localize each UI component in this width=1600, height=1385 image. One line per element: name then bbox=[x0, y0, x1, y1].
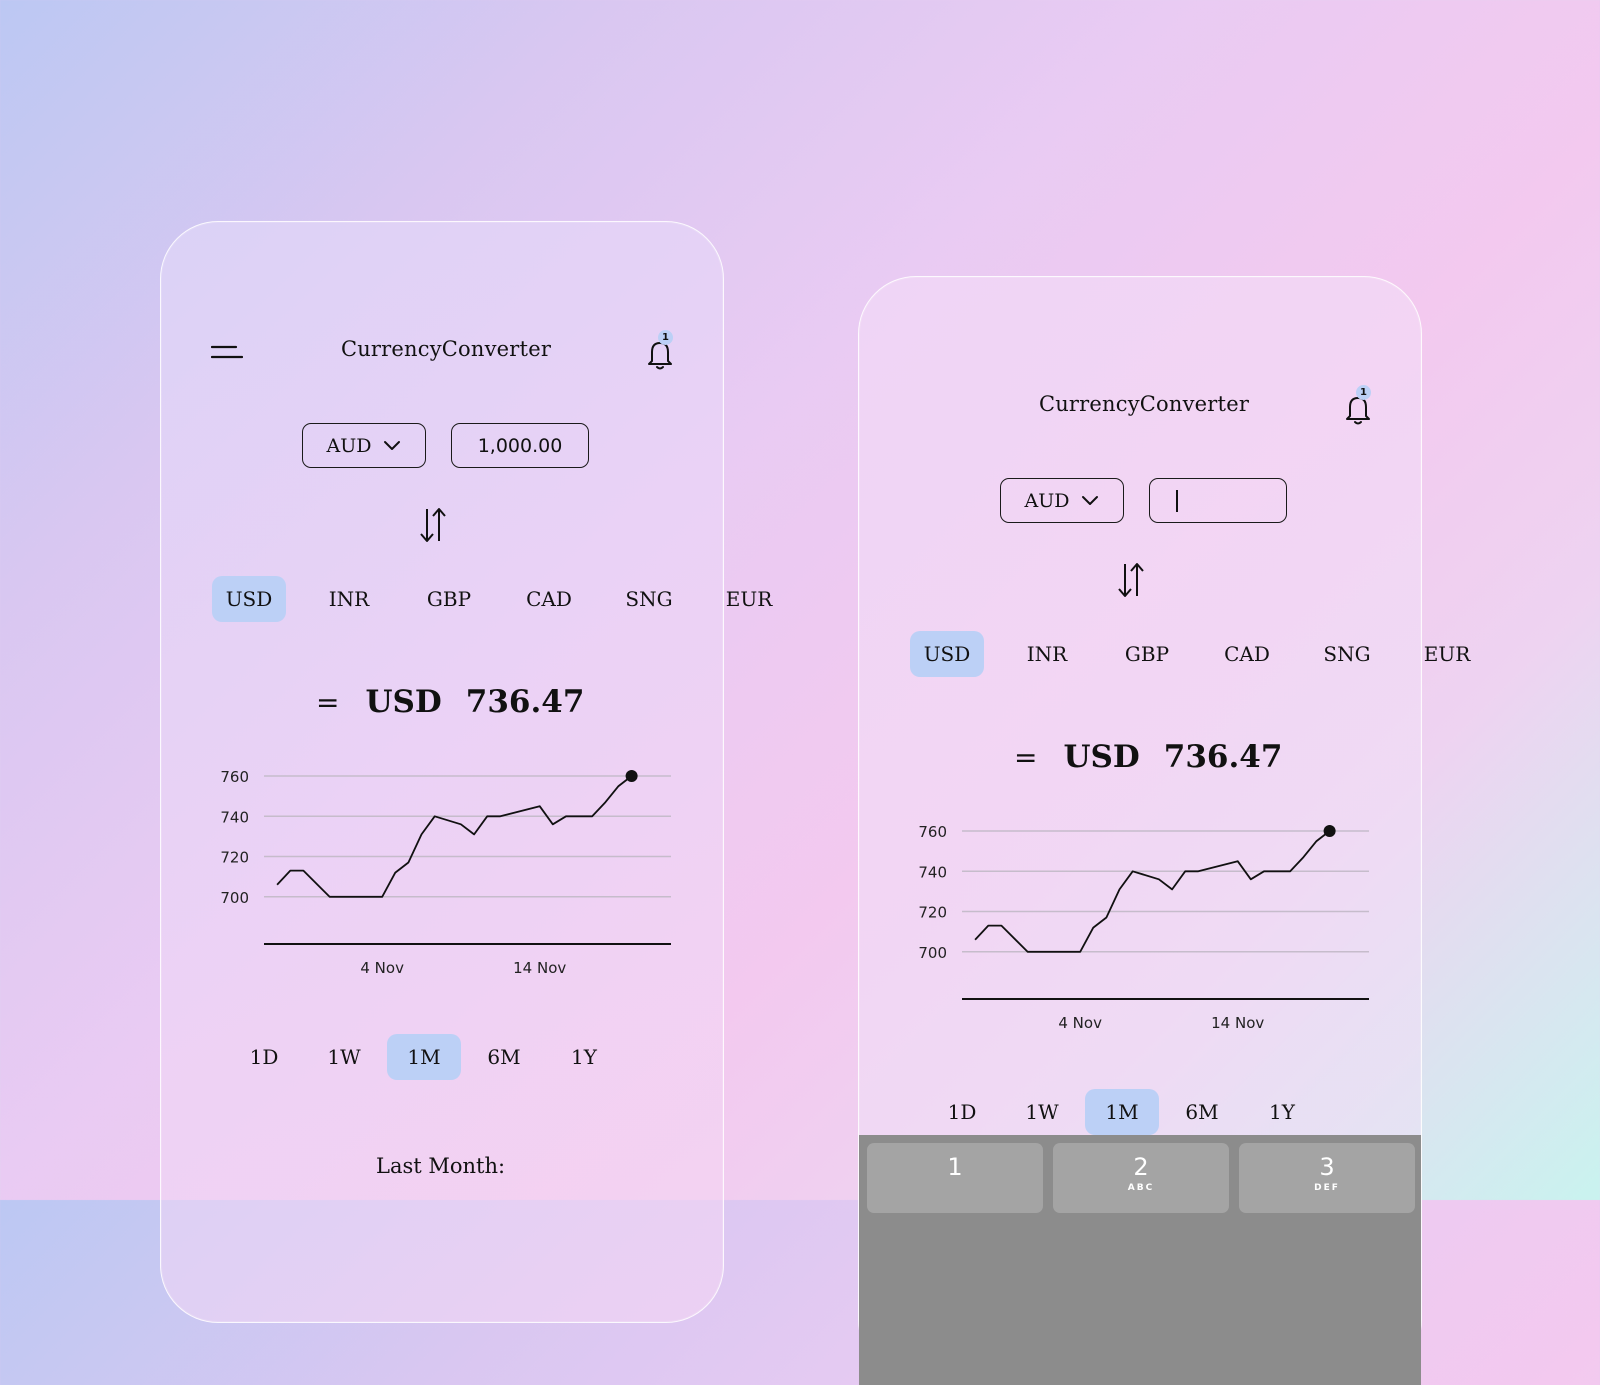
timeframe-1m[interactable]: 1M bbox=[1085, 1089, 1159, 1135]
rate-series-line bbox=[276, 775, 633, 898]
phone-screen-main: CurrencyConverter 1 AUD 1,000.00 USD INR G… bbox=[160, 221, 772, 1323]
current-rate-dot bbox=[625, 770, 638, 783]
timeframe-selector: 1D 1W 1M 6M 1Y bbox=[227, 1034, 627, 1080]
target-currency-list: USD INR GBP CAD SNG EUR bbox=[212, 576, 812, 622]
notifications-button[interactable]: 1 bbox=[1339, 385, 1379, 427]
app-title: CurrencyConverter bbox=[340, 337, 552, 361]
from-currency-label: AUD bbox=[326, 434, 372, 457]
currency-option-eur[interactable]: EUR bbox=[1423, 642, 1471, 666]
key-letters: ABC bbox=[1127, 1183, 1155, 1193]
notifications-button[interactable]: 1 bbox=[641, 330, 681, 372]
equals-icon: = bbox=[316, 685, 340, 719]
timeframe-6m[interactable]: 6M bbox=[487, 1045, 521, 1069]
currency-option-inr[interactable]: INR bbox=[1026, 642, 1068, 666]
timeframe-6m[interactable]: 6M bbox=[1185, 1100, 1219, 1124]
swap-arrows-icon[interactable] bbox=[1115, 560, 1149, 600]
y-tick-label: 760 bbox=[220, 768, 249, 786]
chevron-down-icon bbox=[384, 441, 401, 450]
timeframe-1y[interactable]: 1Y bbox=[1269, 1100, 1295, 1124]
y-tick-label: 720 bbox=[220, 849, 249, 867]
rate-series-line bbox=[974, 830, 1331, 953]
conversion-result: = USD 736.47 bbox=[1014, 739, 1282, 775]
x-tick-label: 4 Nov bbox=[360, 959, 404, 977]
notification-badge: 1 bbox=[1356, 385, 1371, 400]
key-3[interactable]: 3 DEF bbox=[1239, 1143, 1415, 1213]
app-title: CurrencyConverter bbox=[1038, 392, 1250, 416]
conversion-result: = USD 736.47 bbox=[316, 684, 584, 720]
menu-icon[interactable] bbox=[211, 344, 243, 360]
target-currency-list: USD INR GBP CAD SNG EUR bbox=[910, 631, 1510, 677]
current-rate-dot bbox=[1323, 825, 1336, 838]
amount-input-focused[interactable] bbox=[1149, 478, 1287, 523]
key-letters: DEF bbox=[1314, 1183, 1340, 1193]
timeframe-1d[interactable]: 1D bbox=[947, 1100, 977, 1124]
result-currency: USD bbox=[365, 684, 442, 720]
notification-badge: 1 bbox=[658, 330, 673, 345]
currency-option-inr[interactable]: INR bbox=[328, 587, 370, 611]
key-digit: 2 bbox=[1133, 1153, 1149, 1181]
exchange-rate-chart: 700 720 740 760 4 Nov 14 Nov bbox=[918, 823, 1369, 1032]
result-currency: USD bbox=[1063, 739, 1140, 775]
result-value: 736.47 bbox=[1163, 739, 1283, 775]
currency-option-gbp[interactable]: GBP bbox=[1124, 642, 1170, 666]
chevron-down-icon bbox=[1082, 496, 1099, 505]
y-tick-label: 760 bbox=[918, 823, 947, 841]
currency-option-usd[interactable]: USD bbox=[212, 576, 286, 622]
currency-option-usd[interactable]: USD bbox=[910, 631, 984, 677]
key-digit: 3 bbox=[1319, 1153, 1335, 1181]
currency-option-cad[interactable]: CAD bbox=[526, 587, 572, 611]
numeric-keyboard: 1 2 ABC 3 DEF bbox=[859, 1135, 1421, 1385]
text-cursor bbox=[1176, 490, 1178, 512]
timeframe-1y[interactable]: 1Y bbox=[571, 1045, 597, 1069]
currency-option-gbp[interactable]: GBP bbox=[426, 587, 472, 611]
key-2[interactable]: 2 ABC bbox=[1053, 1143, 1229, 1213]
currency-option-sng[interactable]: SNG bbox=[1323, 642, 1371, 666]
x-tick-label: 4 Nov bbox=[1058, 1014, 1102, 1032]
key-digit: 1 bbox=[947, 1153, 963, 1181]
from-currency-select[interactable]: AUD bbox=[1000, 478, 1124, 523]
summary-label: Last Month: bbox=[376, 1154, 506, 1178]
currency-option-sng[interactable]: SNG bbox=[625, 587, 673, 611]
key-1[interactable]: 1 bbox=[867, 1143, 1043, 1213]
timeframe-1d[interactable]: 1D bbox=[249, 1045, 279, 1069]
result-value: 736.47 bbox=[465, 684, 585, 720]
timeframe-1m[interactable]: 1M bbox=[387, 1034, 461, 1080]
timeframe-selector: 1D 1W 1M 6M 1Y bbox=[925, 1089, 1325, 1135]
currency-option-eur[interactable]: EUR bbox=[725, 587, 773, 611]
currency-option-cad[interactable]: CAD bbox=[1224, 642, 1270, 666]
timeframe-1w[interactable]: 1W bbox=[327, 1045, 361, 1069]
x-tick-label: 14 Nov bbox=[513, 959, 566, 977]
y-tick-label: 740 bbox=[918, 863, 947, 881]
from-currency-select[interactable]: AUD bbox=[302, 423, 426, 468]
from-currency-label: AUD bbox=[1024, 489, 1070, 512]
y-tick-label: 720 bbox=[918, 904, 947, 922]
x-tick-label: 14 Nov bbox=[1211, 1014, 1264, 1032]
timeframe-1w[interactable]: 1W bbox=[1025, 1100, 1059, 1124]
y-tick-label: 700 bbox=[918, 944, 947, 962]
y-tick-label: 740 bbox=[220, 808, 249, 826]
exchange-rate-chart: 700 720 740 760 4 Nov 14 Nov bbox=[220, 768, 671, 977]
amount-input[interactable]: 1,000.00 bbox=[451, 423, 589, 468]
equals-icon: = bbox=[1014, 740, 1038, 774]
phone-screen-editing: CurrencyConverter 1 AUD USD INR GBP CAD SNG E… bbox=[858, 276, 1470, 1385]
swap-arrows-icon[interactable] bbox=[417, 505, 451, 545]
y-tick-label: 700 bbox=[220, 889, 249, 907]
